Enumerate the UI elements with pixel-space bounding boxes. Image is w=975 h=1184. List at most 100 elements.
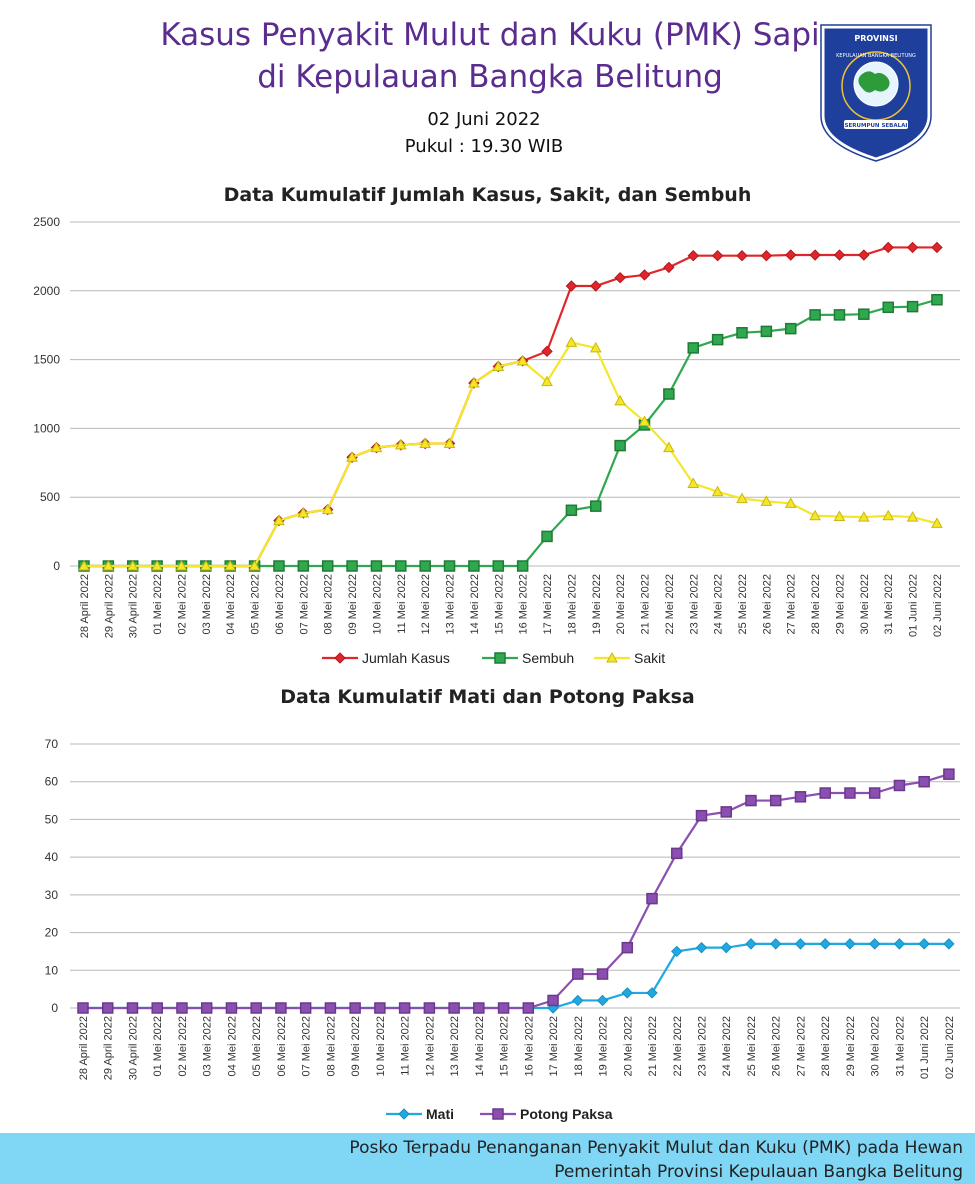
x-tick-label: 07 Mei 2022 — [301, 1016, 313, 1077]
data-point-mati — [745, 938, 757, 950]
x-tick-label: 07 Mei 2022 — [298, 574, 310, 635]
data-point-mati — [868, 938, 881, 950]
x-tick-label: 03 Mei 2022 — [202, 1016, 214, 1077]
data-point-jumlah-kasus — [687, 250, 699, 262]
data-point-sakit — [809, 509, 821, 521]
data-point-mati — [720, 941, 732, 954]
y-tick-label: 10 — [45, 963, 59, 977]
x-tick-label: 20 Mei 2022 — [622, 1016, 634, 1077]
data-point-jumlah-kasus — [858, 249, 870, 261]
data-point-mati — [943, 938, 955, 950]
x-tick-label: 06 Mei 2022 — [276, 1016, 288, 1077]
x-tick-label: 29 Mei 2022 — [834, 574, 846, 635]
data-point-sakit — [78, 559, 90, 571]
x-tick-label: 20 Mei 2022 — [615, 574, 627, 635]
data-point-sembuh — [614, 439, 626, 452]
data-point-jumlah-kasus — [931, 241, 943, 254]
x-tick-label: 06 Mei 2022 — [274, 574, 286, 635]
data-point-jumlah-kasus — [882, 241, 894, 254]
y-tick-label: 0 — [53, 559, 60, 573]
legend-marker — [334, 652, 346, 664]
x-tick-label: 30 Mei 2022 — [870, 1016, 882, 1077]
data-point-sakit — [882, 509, 895, 521]
chart1-title: Data Kumulatif Jumlah Kasus, Sakit, dan … — [223, 184, 752, 206]
data-point-sembuh — [346, 560, 358, 572]
x-tick-label: 08 Mei 2022 — [323, 574, 335, 635]
legend-entry-sembuh: Sembuh — [522, 650, 574, 666]
data-point-sakit — [443, 437, 456, 449]
x-tick-label: 02 Mei 2022 — [176, 574, 188, 635]
data-point-sembuh — [395, 560, 407, 572]
x-tick-label: 30 April 2022 — [127, 1016, 139, 1080]
x-tick-label: 09 Mei 2022 — [347, 574, 359, 635]
data-point-sembuh — [906, 300, 919, 313]
data-point-potong-paksa — [671, 847, 683, 860]
data-point-sembuh — [736, 327, 748, 339]
report-time: Pukul : 19.30 WIB — [404, 136, 564, 157]
y-tick-label: 50 — [45, 812, 59, 826]
x-tick-label: 21 Mei 2022 — [640, 574, 652, 635]
data-point-mati — [819, 938, 831, 950]
x-tick-label: 09 Mei 2022 — [350, 1016, 362, 1077]
data-point-sembuh — [443, 560, 456, 572]
x-tick-label: 11 Mei 2022 — [396, 574, 408, 634]
data-point-jumlah-kasus — [541, 345, 553, 358]
data-point-sakit — [931, 517, 943, 528]
data-point-potong-paksa — [126, 1002, 139, 1014]
data-point-sakit — [736, 492, 748, 504]
data-point-mati — [844, 938, 856, 950]
data-point-sembuh — [882, 301, 894, 314]
data-point-potong-paksa — [324, 1002, 337, 1014]
x-tick-label: 29 April 2022 — [103, 1016, 115, 1080]
data-point-sakit — [638, 415, 651, 427]
province-emblem-logo: PROVINSI KEPULAUAN BANGKA BELITUNG SERUM… — [820, 24, 932, 162]
data-point-potong-paksa — [893, 779, 906, 792]
data-point-sakit — [614, 394, 626, 406]
data-point-sakit — [492, 360, 505, 371]
data-point-sembuh — [565, 504, 578, 517]
emblem-motto: SERUMPUN SEBALAI — [845, 123, 908, 129]
data-point-potong-paksa — [225, 1002, 238, 1014]
data-point-potong-paksa — [374, 1002, 386, 1014]
data-point-potong-paksa — [794, 791, 807, 803]
data-point-potong-paksa — [596, 968, 609, 980]
data-point-mati — [572, 994, 584, 1007]
data-point-jumlah-kasus — [906, 241, 919, 254]
data-point-sakit — [151, 559, 163, 571]
data-point-sembuh — [711, 333, 724, 346]
data-point-sakit — [906, 511, 919, 522]
report-date: 02 Juni 2022 — [427, 109, 541, 130]
data-point-sembuh — [492, 560, 505, 572]
data-point-sembuh — [931, 293, 943, 306]
data-point-potong-paksa — [868, 787, 881, 799]
x-tick-label: 19 Mei 2022 — [591, 574, 603, 635]
data-point-sembuh — [468, 560, 480, 572]
data-point-sakit — [760, 495, 773, 506]
x-tick-label: 14 Mei 2022 — [474, 1016, 486, 1077]
legend-entry-mati: Mati — [426, 1106, 454, 1122]
y-tick-label: 30 — [45, 888, 59, 902]
data-point-potong-paksa — [176, 1002, 188, 1014]
legend-marker — [492, 1108, 504, 1120]
x-tick-label: 13 Mei 2022 — [445, 574, 457, 635]
data-point-jumlah-kasus — [760, 250, 773, 262]
x-tick-label: 23 Mei 2022 — [697, 1016, 709, 1077]
series-line-mati — [83, 942, 949, 1010]
y-tick-label: 1500 — [33, 353, 60, 367]
x-tick-label: 28 Mei 2022 — [810, 574, 822, 635]
page-title: Kasus Penyakit Mulut dan Kuku (PMK) Sapi… — [40, 14, 940, 98]
series-line-potong-paksa — [83, 773, 950, 1010]
data-point-potong-paksa — [695, 809, 708, 822]
data-point-sakit — [102, 559, 115, 571]
data-point-jumlah-kasus — [638, 269, 651, 281]
data-point-potong-paksa — [572, 968, 584, 980]
x-tick-label: 10 Mei 2022 — [371, 574, 383, 635]
data-point-sembuh — [541, 530, 553, 543]
data-point-potong-paksa — [497, 1002, 510, 1014]
chart2-title: Data Kumulatif Mati dan Potong Paksa — [280, 686, 695, 708]
x-tick-label: 01 Mei 2022 — [152, 574, 164, 635]
footer-bar: Posko Terpadu Penanganan Penyakit Mulut … — [0, 1133, 975, 1184]
x-tick-label: 17 Mei 2022 — [548, 1016, 560, 1077]
data-point-sembuh — [273, 560, 285, 572]
x-tick-label: 12 Mei 2022 — [420, 574, 432, 635]
